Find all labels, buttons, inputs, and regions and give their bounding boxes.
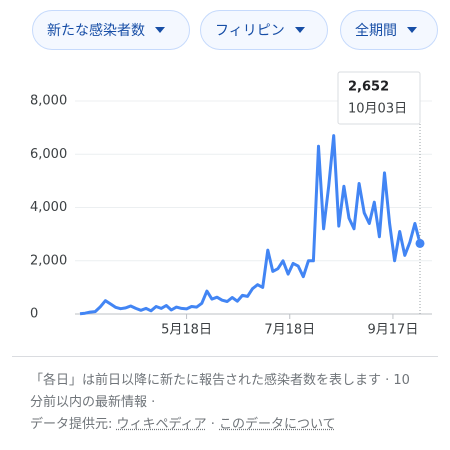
- source-link[interactable]: ウィキペディア: [116, 417, 207, 432]
- x-tick-label: 7月18日: [264, 323, 315, 338]
- hover-point: [415, 238, 425, 248]
- chart: 0 2,000 4,000 6,000 8,000 5月18日 7月18日 9月17日 2,65…: [30, 71, 432, 338]
- dropdown-label: 新たな感染者数: [47, 23, 145, 39]
- dropdown-label: フィリピン: [215, 23, 285, 39]
- y-tick-label: 6,000: [30, 147, 67, 162]
- dropdown-arrow: [155, 27, 165, 33]
- y-tick-label: 4,000: [30, 200, 67, 215]
- y-tick-label: 2,000: [30, 253, 67, 268]
- footer-note: 「各日」は前日以降に新たに報告された感染者数を表します · 10 分前以内の最新…: [30, 373, 410, 410]
- dropdown-arrow: [407, 27, 417, 33]
- about-link[interactable]: このデータについて: [219, 417, 336, 432]
- y-tick-label: 0: [30, 307, 38, 322]
- y-tick-label: 8,000: [30, 94, 67, 109]
- source-label: データ提供元:: [30, 417, 113, 432]
- tooltip: 2,652 10月03日: [337, 71, 421, 125]
- footer: 「各日」は前日以降に新たに報告された感染者数を表します · 10 分前以内の最新…: [30, 370, 426, 436]
- separator: ·: [210, 417, 215, 432]
- metric-dropdown[interactable]: 新たな感染者数: [32, 10, 190, 50]
- divider: [12, 356, 438, 357]
- data-line: [79, 134, 422, 316]
- dropdown-arrow: [294, 27, 305, 33]
- region-dropdown[interactable]: フィリピン: [200, 10, 328, 50]
- x-tick-label: 9月17日: [368, 323, 419, 338]
- tooltip-date: 10月03日: [348, 102, 407, 117]
- tooltip-box: [337, 71, 421, 125]
- tooltip-value: 2,652: [348, 80, 389, 95]
- x-tick-label: 5月18日: [161, 323, 212, 338]
- dropdown-label: 全期間: [355, 23, 397, 39]
- period-dropdown[interactable]: 全期間: [340, 10, 438, 50]
